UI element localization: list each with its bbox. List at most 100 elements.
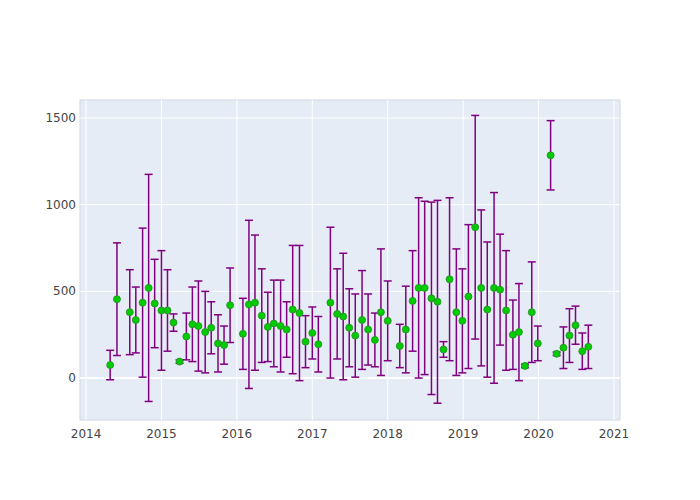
error-bar bbox=[565, 309, 573, 363]
error-cap bbox=[277, 371, 285, 373]
error-cap bbox=[458, 372, 466, 374]
point bbox=[270, 320, 277, 327]
point bbox=[202, 329, 209, 336]
error-cap bbox=[402, 285, 410, 287]
error-cap bbox=[139, 376, 147, 378]
error-cap bbox=[351, 376, 359, 378]
point bbox=[227, 302, 234, 309]
y-grid bbox=[80, 204, 620, 205]
error-cap bbox=[509, 369, 517, 371]
error-cap bbox=[245, 220, 253, 222]
error-cap bbox=[295, 245, 303, 247]
error-cap bbox=[251, 234, 259, 236]
point bbox=[132, 316, 139, 323]
error-cap bbox=[194, 280, 202, 282]
point bbox=[126, 309, 133, 316]
error-bar bbox=[145, 174, 153, 401]
point bbox=[289, 306, 296, 313]
y-tick-label: 1500 bbox=[45, 111, 76, 125]
error-cap bbox=[421, 374, 429, 376]
error-cap bbox=[339, 379, 347, 381]
error-cap bbox=[515, 283, 523, 285]
error-cap bbox=[534, 360, 542, 362]
error-bar bbox=[452, 249, 460, 376]
point bbox=[472, 224, 479, 231]
x-grid bbox=[161, 100, 162, 420]
point bbox=[572, 322, 579, 329]
error-cap bbox=[440, 341, 448, 343]
error-bar bbox=[251, 235, 259, 370]
point bbox=[251, 299, 258, 306]
x-tick-label: 2014 bbox=[71, 427, 102, 441]
error-cap bbox=[440, 356, 448, 358]
error-cap bbox=[345, 366, 353, 368]
point bbox=[579, 348, 586, 355]
error-cap bbox=[477, 365, 485, 367]
error-bar bbox=[126, 270, 134, 355]
point bbox=[585, 343, 592, 350]
error-cap bbox=[358, 369, 366, 371]
error-bar bbox=[572, 306, 580, 344]
error-cap bbox=[458, 268, 466, 270]
data-layer bbox=[106, 115, 592, 403]
error-cap bbox=[572, 305, 580, 307]
point bbox=[107, 362, 114, 369]
error-cap bbox=[415, 197, 423, 199]
x-tick-label: 2015 bbox=[146, 427, 177, 441]
error-bar bbox=[427, 202, 435, 394]
error-cap bbox=[471, 338, 479, 340]
error-bar bbox=[289, 245, 297, 373]
error-cap bbox=[452, 248, 460, 250]
error-cap bbox=[251, 369, 259, 371]
point bbox=[315, 341, 322, 348]
error-cap bbox=[509, 299, 517, 301]
error-cap bbox=[157, 369, 165, 371]
error-cap bbox=[496, 344, 504, 346]
error-cap bbox=[339, 252, 347, 254]
error-bar bbox=[226, 268, 234, 343]
error-cap bbox=[170, 313, 178, 315]
point bbox=[302, 338, 309, 345]
error-cap bbox=[490, 383, 498, 385]
point bbox=[484, 306, 491, 313]
error-cap bbox=[283, 356, 291, 358]
error-cap bbox=[139, 227, 147, 229]
x-tick-label: 2018 bbox=[372, 427, 403, 441]
error-cap bbox=[182, 359, 190, 361]
error-cap bbox=[351, 293, 359, 295]
error-cap bbox=[239, 369, 247, 371]
error-cap bbox=[384, 360, 392, 362]
error-bar bbox=[464, 225, 472, 369]
error-cap bbox=[483, 376, 491, 378]
error-cap bbox=[201, 372, 209, 374]
error-cap bbox=[207, 353, 215, 355]
error-bar bbox=[477, 210, 485, 366]
error-bar bbox=[384, 281, 392, 361]
y-tick-label: 500 bbox=[53, 284, 76, 298]
error-cap bbox=[226, 267, 234, 269]
point bbox=[377, 309, 384, 316]
error-bar bbox=[421, 201, 429, 374]
x-grid bbox=[538, 100, 539, 420]
error-cap bbox=[314, 316, 322, 318]
error-cap bbox=[490, 192, 498, 194]
error-cap bbox=[207, 301, 215, 303]
error-cap bbox=[163, 350, 171, 352]
y-grid bbox=[80, 377, 620, 379]
point bbox=[453, 309, 460, 316]
error-cap bbox=[145, 174, 153, 176]
error-bar bbox=[458, 269, 466, 373]
error-bar bbox=[277, 280, 285, 372]
error-cap bbox=[326, 226, 334, 228]
point bbox=[478, 284, 485, 291]
point bbox=[164, 307, 171, 314]
point bbox=[113, 296, 120, 303]
point bbox=[309, 329, 316, 336]
error-cap bbox=[409, 350, 417, 352]
point bbox=[534, 340, 541, 347]
error-bar bbox=[433, 200, 441, 403]
error-bar bbox=[377, 249, 385, 376]
point bbox=[553, 350, 560, 357]
error-cap bbox=[264, 361, 272, 363]
error-bar bbox=[139, 228, 147, 377]
